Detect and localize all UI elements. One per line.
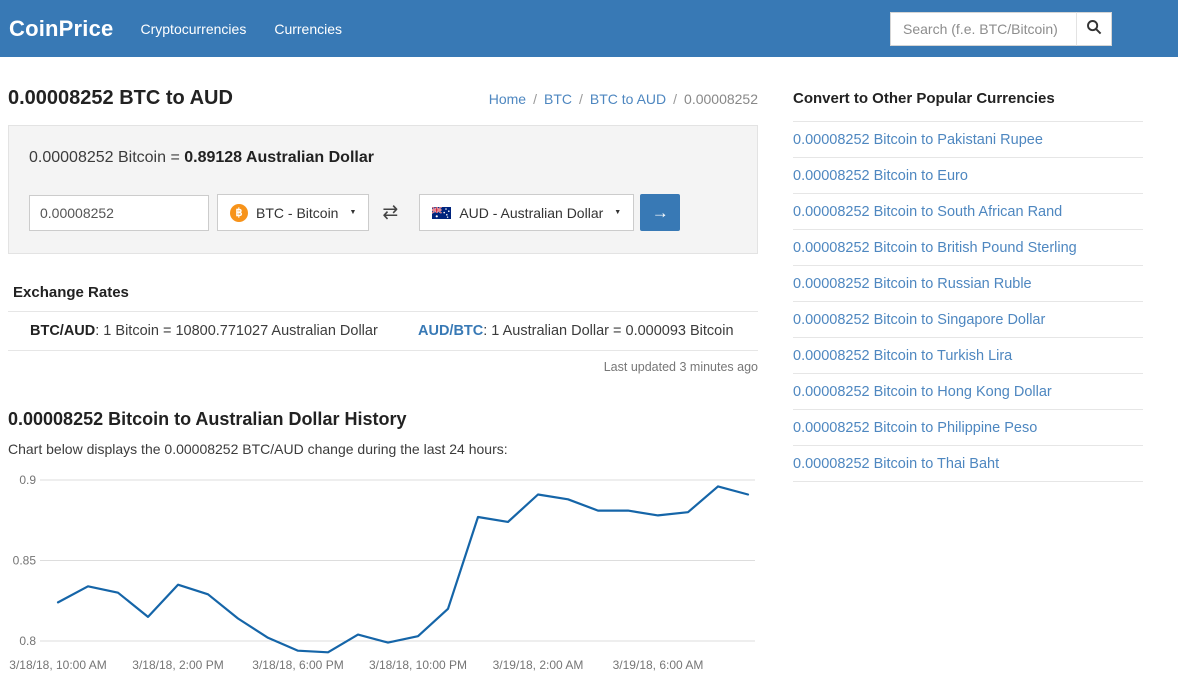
from-currency-dropdown[interactable]: ฿ BTC - Bitcoin ▼ bbox=[217, 194, 370, 231]
swap-currencies-icon[interactable]: ⇄ bbox=[382, 202, 399, 223]
chevron-down-icon: ▼ bbox=[349, 209, 357, 216]
popular-conversions-sidebar: Convert to Other Popular Currencies 0.00… bbox=[793, 90, 1143, 678]
to-currency-dropdown[interactable]: AUD - Australian Dollar ▼ bbox=[419, 194, 635, 231]
australia-flag-icon bbox=[432, 206, 452, 219]
history-heading: 0.00008252 Bitcoin to Australian Dollar … bbox=[8, 409, 407, 429]
price-line-series bbox=[56, 485, 750, 654]
conversion-result: 0.00008252 Bitcoin = 0.89128 Australian … bbox=[29, 149, 737, 167]
sidebar-conversion-link[interactable]: 0.00008252 Bitcoin to Singapore Dollar bbox=[793, 302, 1143, 338]
x-axis-tick-label: 3/19/18, 2:00 AM bbox=[493, 658, 584, 672]
sidebar-conversion-link[interactable]: 0.00008252 Bitcoin to Russian Ruble bbox=[793, 266, 1143, 302]
search-input[interactable] bbox=[890, 11, 1076, 46]
exchange-rates-row: BTC/AUD: 1 Bitcoin = 10800.771027 Austra… bbox=[8, 312, 758, 350]
bitcoin-icon: ฿ bbox=[230, 203, 248, 222]
arrow-right-icon: → bbox=[651, 202, 669, 222]
last-updated-text: Last updated 3 minutes ago bbox=[603, 360, 758, 374]
to-currency-label: AUD - Australian Dollar bbox=[459, 204, 604, 221]
y-axis-tick-label: 0.8 bbox=[19, 634, 36, 648]
rate-btc-aud: BTC/AUD: 1 Bitcoin = 10800.771027 Austra… bbox=[30, 323, 418, 339]
history-description: Chart below displays the 0.00008252 BTC/… bbox=[8, 441, 508, 457]
breadcrumb-item[interactable]: Home bbox=[488, 91, 527, 107]
breadcrumb-separator: / bbox=[533, 91, 537, 107]
y-axis-tick-label: 0.85 bbox=[13, 554, 37, 568]
page-title: 0.00008252 BTC to AUD bbox=[8, 87, 233, 109]
search-button[interactable] bbox=[1076, 11, 1112, 46]
header: CoinPrice Cryptocurrencies Currencies bbox=[0, 0, 1178, 57]
chevron-down-icon: ▼ bbox=[614, 209, 622, 216]
brand-logo[interactable]: CoinPrice bbox=[9, 15, 114, 41]
rate-value-text: : 1 Australian Dollar = 0.000093 Bitcoin bbox=[483, 323, 734, 339]
popular-conversions-list: 0.00008252 Bitcoin to Pakistani Rupee 0.0… bbox=[793, 122, 1143, 482]
y-axis-tick-label: 0.9 bbox=[19, 473, 36, 487]
conversion-result-right: 0.89128 Australian Dollar bbox=[184, 149, 374, 166]
sidebar-conversion-link[interactable]: 0.00008252 Bitcoin to Euro bbox=[793, 158, 1143, 194]
rate-pair-label: BTC/AUD bbox=[30, 323, 96, 339]
breadcrumb-item: 0.00008252 bbox=[684, 91, 758, 107]
main-nav: Cryptocurrencies Currencies bbox=[141, 21, 343, 37]
sidebar-conversion-link[interactable]: 0.00008252 Bitcoin to British Pound Ster… bbox=[793, 230, 1143, 266]
x-axis-tick-label: 3/18/18, 10:00 AM bbox=[9, 658, 106, 672]
sidebar-conversion-link[interactable]: 0.00008252 Bitcoin to South African Rand bbox=[793, 194, 1143, 230]
from-currency-label: BTC - Bitcoin bbox=[256, 204, 339, 221]
conversion-result-left: 0.00008252 Bitcoin = bbox=[29, 149, 185, 166]
nav-cryptocurrencies[interactable]: Cryptocurrencies bbox=[140, 20, 247, 37]
exchange-rates-heading: Exchange Rates bbox=[13, 284, 129, 301]
breadcrumb-separator: / bbox=[579, 91, 583, 107]
x-axis-tick-label: 3/19/18, 6:00 AM bbox=[613, 658, 704, 672]
breadcrumb: Home / BTC / BTC to AUD / 0.00008252 bbox=[489, 91, 758, 107]
divider bbox=[8, 350, 758, 351]
sidebar-heading: Convert to Other Popular Currencies bbox=[793, 90, 1143, 122]
breadcrumb-item[interactable]: BTC bbox=[544, 91, 572, 107]
x-axis-tick-label: 3/18/18, 6:00 PM bbox=[252, 658, 343, 672]
sidebar-conversion-link[interactable]: 0.00008252 Bitcoin to Hong Kong Dollar bbox=[793, 374, 1143, 410]
convert-button[interactable]: → bbox=[640, 194, 681, 231]
nav-currencies[interactable]: Currencies bbox=[274, 20, 343, 37]
search-icon bbox=[1086, 19, 1102, 38]
sidebar-conversion-link[interactable]: 0.00008252 Bitcoin to Turkish Lira bbox=[793, 338, 1143, 374]
converter-panel: 0.00008252 Bitcoin = 0.89128 Australian … bbox=[8, 125, 758, 254]
breadcrumb-item[interactable]: BTC to AUD bbox=[589, 91, 667, 107]
rate-pair-link[interactable]: AUD/BTC bbox=[418, 323, 484, 339]
breadcrumb-separator: / bbox=[673, 91, 678, 107]
x-axis-tick-label: 3/18/18, 10:00 PM bbox=[369, 658, 467, 672]
search-bar bbox=[890, 11, 1112, 46]
page-content: 0.00008252 BTC to AUD Home / BTC / BTC to AU… bbox=[0, 57, 1178, 678]
btc-aud-history-chart: 0.8 0.85 0.9 3/18/18, 10:00 AM 3/18/18, 2:00… bbox=[9, 473, 755, 672]
divider bbox=[8, 311, 758, 312]
sidebar-conversion-link[interactable]: 0.00008252 Bitcoin to Pakistani Rupee bbox=[793, 122, 1143, 158]
x-axis-tick-label: 3/18/18, 2:00 PM bbox=[132, 658, 223, 672]
amount-input[interactable] bbox=[29, 194, 209, 231]
sidebar-conversion-link[interactable]: 0.00008252 Bitcoin to Philippine Peso bbox=[793, 410, 1143, 446]
sidebar-conversion-link[interactable]: 0.00008252 Bitcoin to Thai Baht bbox=[793, 446, 1143, 482]
rate-aud-btc: AUD/BTC: 1 Australian Dollar = 0.000093 … bbox=[418, 323, 734, 339]
main-column: 0.00008252 BTC to AUD Home / BTC / BTC to AU… bbox=[8, 57, 758, 678]
rate-value-text: : 1 Bitcoin = 10800.771027 Australian Do… bbox=[95, 323, 378, 339]
